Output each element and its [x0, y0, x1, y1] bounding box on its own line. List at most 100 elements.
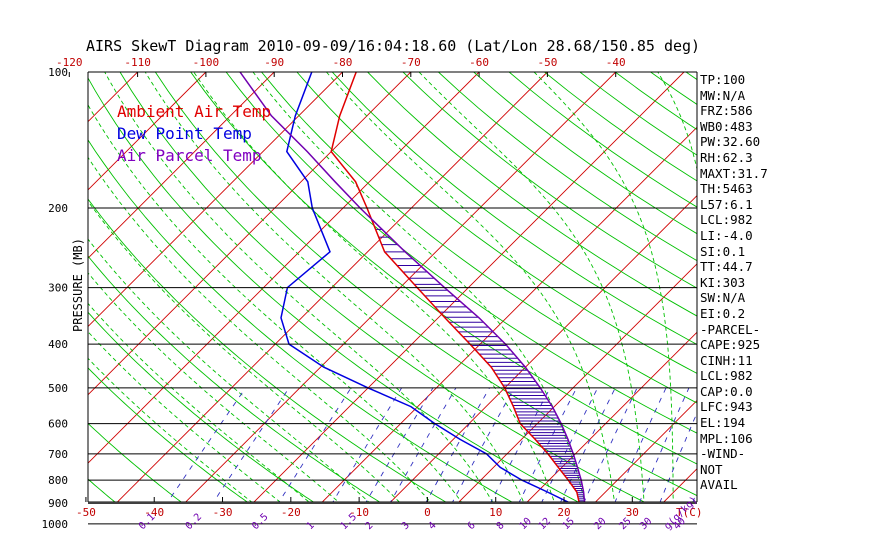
bottom-temp-tick-label: -30 [213, 506, 233, 519]
stability-index-item: MPL:106 [700, 430, 753, 446]
dry-adiabat-line [438, 72, 697, 262]
bottom-temp-tick-label: -40 [144, 506, 164, 519]
stability-index-item: WB0:483 [700, 118, 753, 134]
top-temp-tick-label: -90 [264, 56, 284, 69]
stability-index-item: KI:303 [700, 274, 746, 290]
isotherm-line [837, 72, 870, 533]
y-axis-label: PRESSURE (MB) [71, 238, 85, 332]
dry-adiabat-line [88, 422, 182, 502]
pressure-tick-label: 100 [48, 66, 68, 79]
dry-adiabat-line [402, 72, 697, 289]
moist-adiabat-line [418, 72, 645, 502]
moist-adiabat-line [88, 302, 310, 502]
bottom-temp-tick-label: -50 [76, 506, 96, 519]
mixing-ratio-label: 12 [537, 516, 553, 532]
chart-title: AIRS SkewT Diagram 2010-09-09/16:04:18.6… [86, 37, 701, 55]
isotherm-line [185, 72, 617, 502]
mixing-ratio-labels: 0.1 0.2 0.5 1 1.5 2 3 4 6 8 10 12 15 20 25 30 40 [137, 512, 688, 533]
x-axis-unit-label: T(C) [676, 506, 703, 519]
bottom-temp-tick-label: 0 [424, 506, 431, 519]
mixing-ratio-line [614, 387, 667, 502]
ambient-air-temp-line [330, 72, 580, 502]
mixing-ratio-line [583, 387, 638, 502]
mixing-ratio-label: 0.5 [250, 512, 271, 533]
stability-index-item: MW:N/A [700, 87, 746, 103]
isotherm-line [88, 72, 275, 259]
pressure-tick-label: 200 [48, 202, 68, 215]
moist-adiabat-line [144, 72, 525, 502]
air-parcel-temp-line [239, 72, 586, 502]
isotherm-line [321, 126, 697, 502]
mixing-ratio-line [278, 387, 352, 502]
isotherm-line [458, 263, 697, 502]
mixing-ratio-line [639, 387, 690, 502]
pressure-tick-labels: 100 200 300 400 500 600 700 800 900 1000 [42, 66, 69, 531]
top-temp-tick-label: -40 [606, 56, 626, 69]
stability-index-item: NOT [700, 461, 723, 477]
isotherm-line [0, 72, 69, 533]
pressure-tick-label: 500 [48, 382, 68, 395]
pressure-tick-label: 300 [48, 282, 68, 295]
dry-adiabat-line [757, 72, 870, 534]
pressure-tick-label: 800 [48, 474, 68, 487]
mixing-ratio-label: 0.2 [184, 512, 205, 533]
dry-adiabat-line [88, 198, 447, 502]
mixing-ratio-line [452, 387, 515, 502]
pressure-tick-label: 400 [48, 338, 68, 351]
mixing-ratio-line [560, 387, 616, 502]
mixing-ratio-label: 1 [305, 520, 317, 532]
stability-index-item: CAPE:925 [700, 337, 761, 353]
mixing-ratio-label: 8 [495, 520, 507, 532]
bottom-temp-tick-label: -20 [281, 506, 301, 519]
dry-adiabat-line [0, 72, 16, 534]
stability-index-item: LCL:982 [700, 368, 753, 384]
stability-index-item: L57:6.1 [700, 196, 753, 212]
stability-index-item: TH:5463 [700, 181, 753, 197]
stability-index-item: CAP:0.0 [700, 383, 753, 399]
top-temp-tick-label: -60 [469, 56, 489, 69]
bottom-temp-tick-labels: -50 -40 -30 -20 -10 0 10 20 30 [76, 497, 639, 519]
stability-index-item: MAXT:31.7 [700, 165, 768, 181]
dry-adiabat-line [88, 255, 381, 502]
dry-adiabat-line [367, 72, 697, 317]
isotherm-line [594, 399, 697, 502]
isotherm-line [253, 72, 685, 502]
mixing-ratio-label: 4 [427, 520, 439, 532]
top-temp-tick-label: -80 [333, 56, 353, 69]
mixing-ratio-label: 20 [592, 516, 608, 532]
stability-index-item: LCL:982 [700, 212, 753, 228]
mixing-ratio-line [490, 387, 551, 502]
mixing-ratio-line [390, 387, 457, 502]
moist-adiabat-line [252, 72, 586, 502]
stability-index-item: EL:194 [700, 415, 746, 431]
moist-adiabat-lines [88, 72, 697, 502]
moist-adiabat-line [88, 200, 400, 502]
isotherm-line [88, 72, 412, 396]
moist-adiabat-line [533, 72, 674, 502]
stability-index-item: SW:N/A [700, 290, 746, 306]
mixing-ratio-label: 30 [638, 516, 654, 532]
stability-index-item: FRZ:586 [700, 103, 753, 119]
stability-index-item: -PARCEL- [700, 321, 761, 337]
moist-adiabat-line [88, 104, 462, 502]
dry-adiabat-line [88, 367, 248, 502]
stability-index-item: -WIND- [700, 446, 746, 462]
stability-index-item: TT:44.7 [700, 259, 753, 275]
legend-ambient-air-temp: Ambient Air Temp [117, 102, 272, 121]
dry-adiabat-line [88, 77, 580, 502]
stability-indices-list: TP:100 MW:N/A FRZ:586 WB0:483 PW:32.60 RH:62.… [700, 72, 768, 493]
mixing-ratio-lines [167, 387, 697, 502]
top-temp-tick-label: -70 [401, 56, 421, 69]
dry-adiabat-line [473, 72, 697, 235]
cape-hatching [372, 220, 585, 502]
stability-index-item: PW:32.60 [700, 134, 761, 150]
top-temp-tick-label: -110 [124, 56, 151, 69]
mixing-ratio-line [541, 387, 599, 502]
mixing-ratio-label: 10 [518, 516, 534, 532]
dry-adiabat-line [261, 72, 697, 404]
isotherm-line [116, 72, 548, 502]
legend-air-parcel-temp: Air Parcel Temp [117, 146, 262, 165]
moist-adiabat-line [193, 72, 555, 502]
moist-adiabat-line [326, 72, 615, 502]
